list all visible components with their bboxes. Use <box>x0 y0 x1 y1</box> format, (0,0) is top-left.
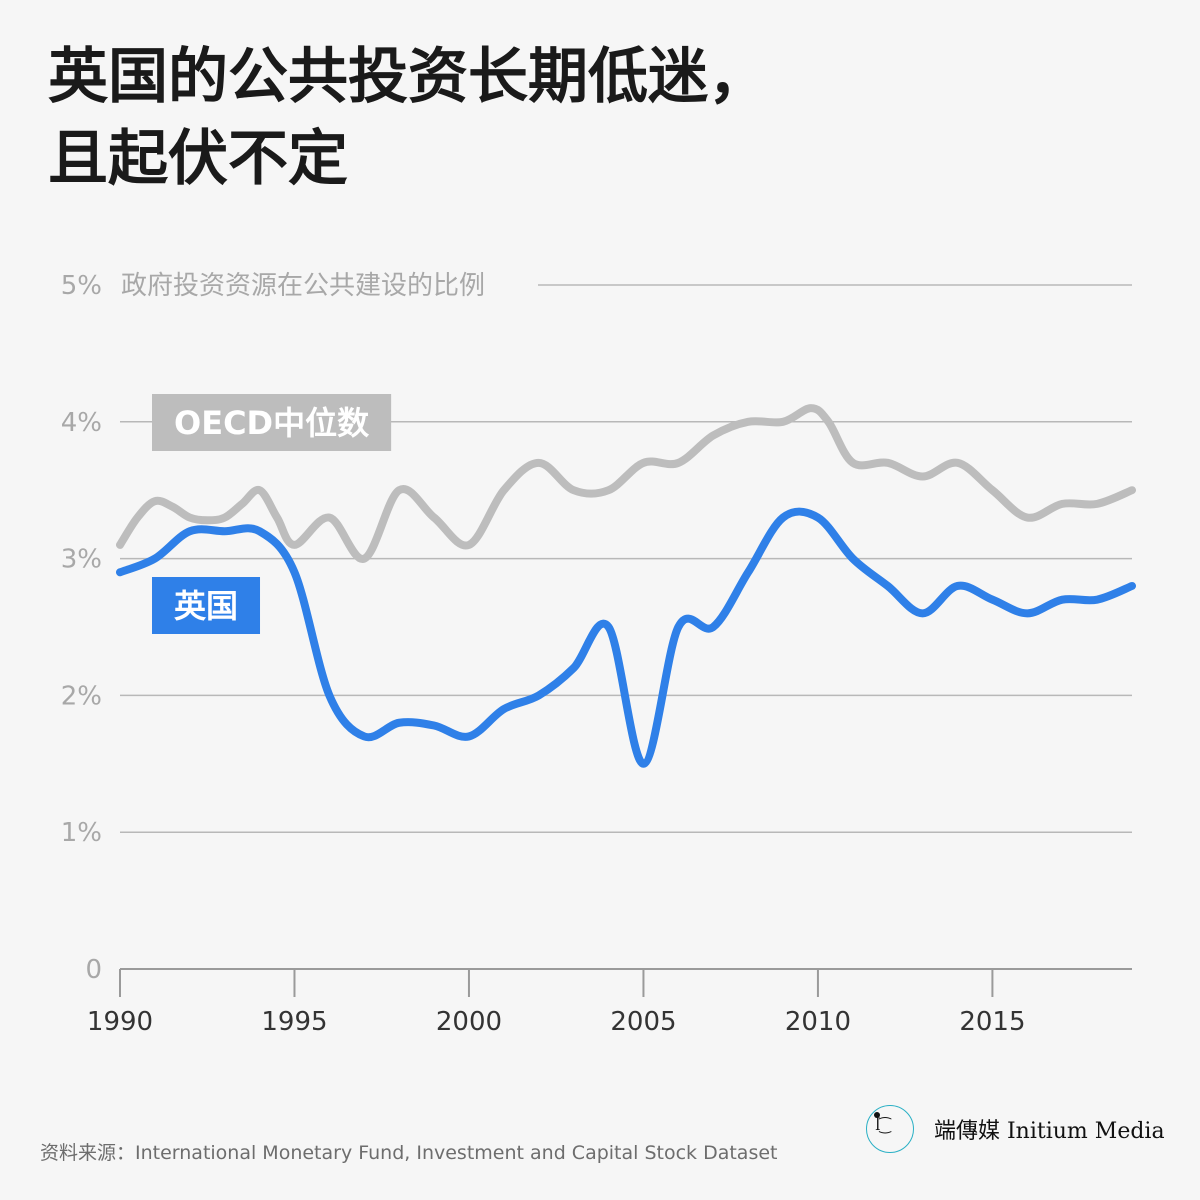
y-tick-label: 5% <box>61 271 102 301</box>
x-tick-label: 1990 <box>87 1007 153 1037</box>
uk-line <box>116 507 1136 768</box>
y-tick-label: 0 <box>85 955 102 985</box>
title-line-2: 且起伏不定 <box>48 124 348 194</box>
uk-legend-box <box>152 577 261 634</box>
oecd-median-line <box>116 404 1136 563</box>
oecd-legend-label: OECD中位数 <box>174 404 370 442</box>
page-title: 英国的公共投资长期低迷， 且起伏不定 <box>48 36 1148 200</box>
y-tick-label: 2% <box>61 681 102 711</box>
brand-name: 端傳媒 Initium Media <box>934 1119 1165 1144</box>
x-tick-label: 2000 <box>436 1007 502 1037</box>
y-axis-label: 政府投资资源在公共建设的比例 <box>121 271 485 301</box>
oecd-legend-box <box>152 394 392 451</box>
initium-logo-icon: ꟾ⁐ <box>866 1105 914 1153</box>
brand: ꟾ⁐ 端傳媒 Initium Media <box>866 1104 1165 1154</box>
y-tick-label: 3% <box>61 545 102 575</box>
uk-legend-label: 英国 <box>174 587 238 625</box>
x-tick-label: 2005 <box>610 1007 676 1037</box>
x-tick-label: 1995 <box>261 1007 327 1037</box>
x-tick-label: 2010 <box>785 1007 851 1037</box>
x-tick-label: 2015 <box>959 1007 1025 1037</box>
source-note: 资料来源：International Monetary Fund, Invest… <box>40 1142 778 1164</box>
y-tick-label: 4% <box>61 408 102 438</box>
title-line-1: 英国的公共投资长期低迷， <box>48 42 768 112</box>
y-tick-label: 1% <box>61 818 102 848</box>
